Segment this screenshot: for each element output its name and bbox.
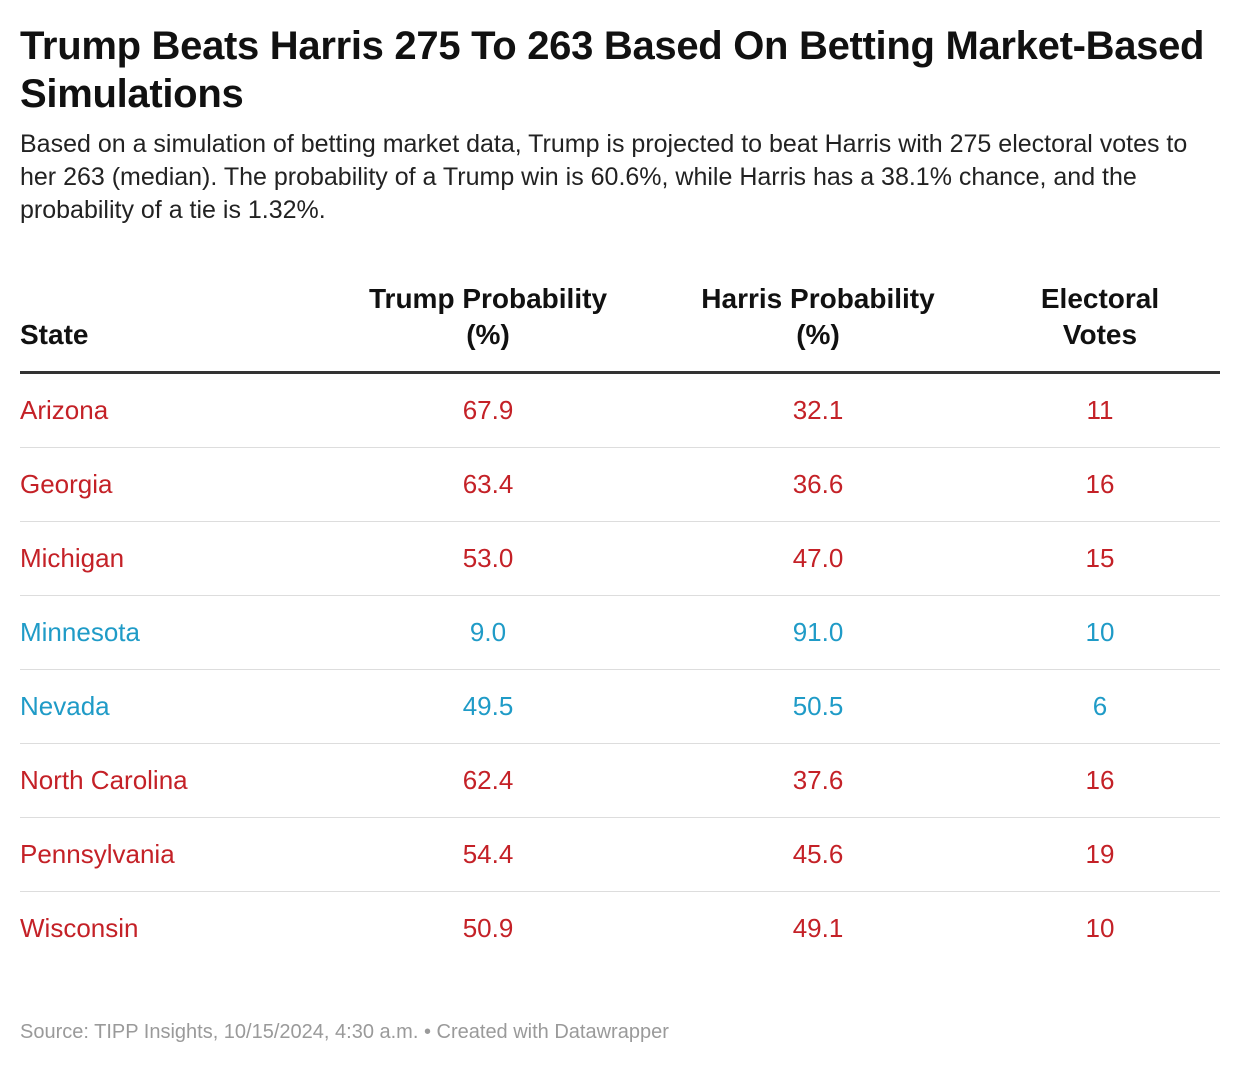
column-header-state-label: State — [20, 319, 89, 350]
chart-container: Trump Beats Harris 275 To 263 Based On B… — [20, 22, 1220, 965]
cell-state: Arizona — [20, 372, 320, 448]
cell-harris-probability: 49.1 — [792, 913, 844, 943]
column-header-electoral-votes[interactable]: Electoral Votes — [980, 281, 1220, 374]
cell-harris-probability: 45.6 — [656, 817, 980, 892]
cell-state: Minnesota — [20, 595, 320, 670]
cell-harris-probability: 47.0 — [656, 521, 980, 596]
cell-electoral-votes: 6 — [980, 669, 1220, 744]
cell-harris-probability: 36.6 — [656, 447, 980, 522]
cell-electoral-votes: 11 — [980, 372, 1220, 448]
table-row: Arizona 67.9 32.1 11 — [20, 372, 1220, 448]
header-row: State Trump Probability (%) Harris Proba… — [20, 281, 1220, 374]
cell-electoral-votes: 19 — [980, 817, 1220, 892]
cell-state: Michigan — [20, 521, 320, 596]
chart-footer: Source: TIPP Insights, 10/15/2024, 4:30 … — [20, 1019, 669, 1045]
cell-state: Georgia — [20, 447, 320, 522]
column-header-votes-line2: Votes — [1062, 319, 1138, 350]
cell-harris-probability: 37.6 — [656, 743, 980, 818]
column-header-votes-line1: Electoral — [1040, 283, 1160, 314]
cell-trump-probability: 63.4 — [320, 447, 656, 522]
cell-harris-probability: 91.0 — [656, 595, 980, 670]
table-header: State Trump Probability (%) Harris Proba… — [20, 281, 1220, 374]
cell-trump-probability: 50.9 — [462, 913, 514, 943]
footer-separator: • — [418, 1021, 437, 1043]
column-header-state[interactable]: State — [20, 281, 320, 374]
cell-electoral-votes: 10 — [980, 595, 1220, 670]
table-row: Minnesota 9.0 91.0 10 — [20, 595, 1220, 670]
results-table: State Trump Probability (%) Harris Proba… — [20, 281, 1220, 965]
chart-title: Trump Beats Harris 275 To 263 Based On B… — [20, 24, 1205, 116]
column-header-trump-line2: (%) — [466, 319, 510, 350]
column-header-harris-line2: (%) — [796, 319, 840, 350]
cell-trump-probability: 9.0 — [320, 595, 656, 670]
cell-electoral-votes: 16 — [980, 447, 1220, 522]
cell-trump-probability: 62.4 — [320, 743, 656, 818]
credit-note: Created with Datawrapper — [436, 1021, 669, 1043]
table-row: Wisconsin 50.9 49.1 10 — [20, 892, 1220, 966]
cell-state: Pennsylvania — [20, 817, 320, 892]
cell-electoral-votes: 10 — [1085, 913, 1115, 943]
column-header-trump-line1: Trump Probability — [368, 283, 608, 314]
table-row: Nevada 49.5 50.5 6 — [20, 669, 1220, 744]
table-row: Georgia 63.4 36.6 16 — [20, 447, 1220, 522]
cell-trump-probability: 67.9 — [320, 372, 656, 448]
cell-electoral-votes: 16 — [980, 743, 1220, 818]
cell-state: North Carolina — [20, 743, 320, 818]
chart-description: Based on a simulation of betting market … — [20, 130, 1188, 224]
source-note: Source: TIPP Insights, 10/15/2024, 4:30 … — [20, 1021, 419, 1043]
cell-trump-probability: 49.5 — [320, 669, 656, 744]
cell-trump-probability: 53.0 — [320, 521, 656, 596]
column-header-harris-line1: Harris Probability — [701, 283, 935, 314]
cell-harris-probability: 32.1 — [656, 372, 980, 448]
cell-harris-probability: 50.5 — [656, 669, 980, 744]
cell-state: Wisconsin — [20, 913, 139, 943]
cell-state: Nevada — [20, 669, 320, 744]
table-row: North Carolina 62.4 37.6 16 — [20, 743, 1220, 818]
table-row: Pennsylvania 54.4 45.6 19 — [20, 817, 1220, 892]
table-row: Michigan 53.0 47.0 15 — [20, 521, 1220, 596]
column-header-harris-probability[interactable]: Harris Probability (%) — [656, 281, 980, 374]
cell-trump-probability: 54.4 — [320, 817, 656, 892]
column-header-trump-probability[interactable]: Trump Probability (%) — [320, 281, 656, 374]
table-body: Arizona 67.9 32.1 11 Georgia 63.4 36.6 16 Michig… — [20, 372, 1220, 966]
cell-electoral-votes: 15 — [980, 521, 1220, 596]
